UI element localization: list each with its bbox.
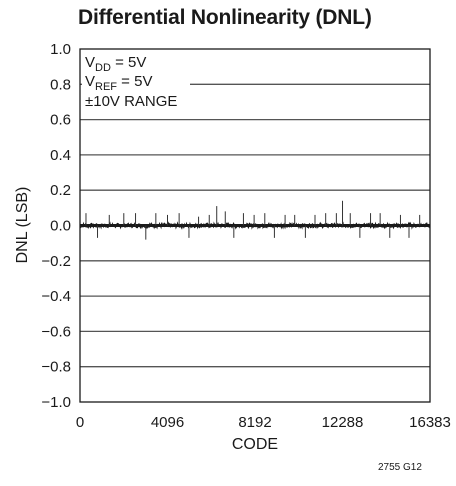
- y-tick-label: −1.0: [41, 394, 71, 411]
- x-axis-label: CODE: [232, 436, 278, 453]
- figure-code: 2755 G12: [378, 462, 422, 473]
- x-tick-label: 0: [76, 414, 84, 431]
- x-tick-label: 12288: [322, 414, 364, 431]
- y-tick-label: 1.0: [50, 41, 71, 58]
- y-tick-labels: 1.0 0.8 0.6 0.4 0.2 0.0 −0.2 −0.4 −0.6 −0.8 −1.0: [41, 41, 71, 411]
- y-tick-label: 0.0: [50, 218, 71, 235]
- y-tick-label: −0.4: [41, 288, 71, 305]
- y-axis-label: DNL (LSB): [14, 187, 31, 264]
- y-tick-label: 0.4: [50, 147, 71, 164]
- x-tick-labels: 0 4096 8192 12288 16383: [76, 414, 451, 431]
- annotation-line: VREF = 5V: [85, 73, 152, 93]
- x-tick-label: 8192: [238, 414, 271, 431]
- y-tick-label: 0.8: [50, 76, 71, 93]
- series-layer: [79, 200, 431, 240]
- y-tick-label: −0.8: [41, 359, 71, 376]
- annotation-background: [82, 51, 190, 119]
- y-tick-label: 0.2: [50, 182, 71, 199]
- y-tick-label: 0.6: [50, 112, 71, 129]
- annotation-line: ±10V RANGE: [85, 93, 177, 110]
- x-tick-label: 4096: [151, 414, 184, 431]
- annotation-line: VDD = 5V: [85, 54, 146, 74]
- frame-layer: [79, 48, 431, 403]
- y-tick-label: −0.6: [41, 323, 71, 340]
- y-tick-label: −0.2: [41, 253, 71, 270]
- x-tick-label: 16383: [409, 414, 451, 431]
- chart-title: Differential Nonlinearity (DNL): [78, 6, 372, 29]
- plot-frame: [79, 48, 431, 403]
